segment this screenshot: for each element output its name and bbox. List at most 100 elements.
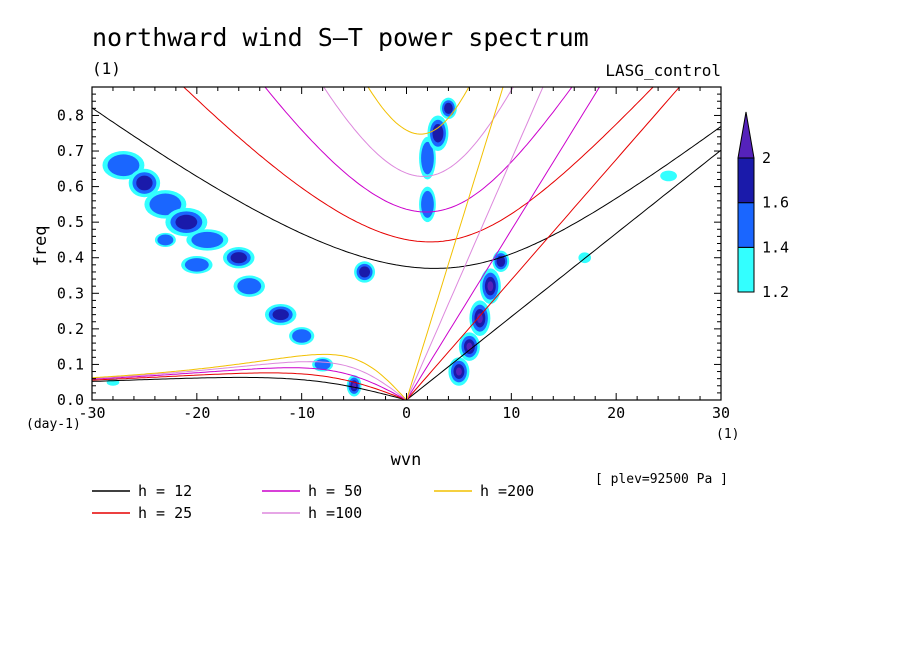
spectral-peak-21 [479, 268, 501, 304]
spectral-peak-24 [660, 170, 677, 182]
legend-label: h =200 [480, 482, 534, 500]
rossby-curve-h25 [92, 372, 407, 400]
spectral-peak-22 [492, 250, 510, 272]
y-tick-label: 0.7 [57, 142, 84, 160]
spectral-peak-24-level-0 [660, 170, 677, 182]
spectral-peak-14-level-1 [421, 141, 434, 175]
x-axis-label: wvn [391, 450, 422, 470]
spectral-peak-15 [419, 186, 436, 223]
y-tick-label: 0.6 [57, 178, 84, 196]
spectral-peak-6-level-1 [237, 278, 262, 295]
dispersion-h200 [92, 87, 504, 400]
legend-label: h = 25 [138, 504, 192, 522]
spectral-peak-7 [264, 303, 297, 326]
dispersion-h100 [92, 87, 544, 400]
spectral-peak-4 [186, 229, 229, 251]
spectral-peak-18 [448, 357, 470, 386]
subtitle-left: (1) [92, 59, 121, 78]
spectral-peak-5 [223, 247, 255, 269]
spectral-peak-15-level-1 [421, 190, 434, 218]
spectral-peak-3-level-2 [175, 214, 198, 230]
colorbar-segment-2 [737, 157, 755, 204]
legend-label: h = 50 [308, 482, 362, 500]
spectral-peak-0-level-1 [107, 154, 140, 177]
spectral-peak-1-level-2 [136, 175, 153, 191]
inertia-gravity-curve-h50 [264, 87, 573, 213]
plot-axes: -30 -20 -10 0 10 20 30 0.0 0.1 0.2 0.3 0.4 0.5 0.6 0.7… [57, 86, 730, 422]
chart-title: northward wind S–T power spectrum [92, 23, 589, 52]
spectral-peak-6 [233, 275, 265, 297]
colorbar-label: 2 [762, 149, 771, 167]
pressure-level-note: [ plev=92500 Pa ] [595, 472, 728, 487]
dispersion-h50 [92, 87, 601, 400]
rossby-curve-h100 [92, 361, 407, 400]
x-tick-label: 0 [402, 404, 411, 422]
dispersion-curves [92, 87, 721, 400]
spectral-peak-0 [102, 151, 145, 180]
rossby-curve-h50 [92, 367, 407, 400]
y-tick-label: 0.4 [57, 249, 84, 267]
rossby-curve-h200 [92, 353, 407, 400]
spectral-peak-11 [354, 261, 376, 283]
x-tick-label: 10 [502, 404, 520, 422]
y-axis-label: freq [31, 226, 51, 267]
inertia-gravity-curve-h200 [367, 87, 470, 135]
rossby-curve-h12 [92, 376, 407, 400]
spectral-peak-3 [165, 207, 208, 237]
spectral-peak-8-level-1 [292, 329, 312, 343]
curve-legend: h = 12 h = 25 h = 50 h =100 h =200 [92, 482, 534, 522]
kelvin-curve-h25 [406, 87, 681, 400]
kelvin-curve-h50 [406, 87, 601, 400]
colorbar-label: 1.2 [762, 283, 789, 301]
y-tick-label: 0.3 [57, 284, 84, 302]
colorbar: 1.2 1.4 1.6 2 [737, 111, 789, 301]
y-tick-label: 0.0 [57, 391, 84, 409]
spectral-peak-20 [469, 300, 491, 336]
spectral-peak-17 [440, 97, 457, 120]
legend-label: h = 12 [138, 482, 192, 500]
y-tick-label: 0.5 [57, 213, 84, 231]
spectral-peak-12-level-1 [184, 258, 209, 272]
x-tick-label: 30 [712, 404, 730, 422]
inertia-gravity-curve-h12 [92, 107, 721, 269]
spectral-peak-20-level-3 [476, 313, 483, 324]
spectral-peak-16-level-2 [432, 123, 444, 143]
spectral-power-shading [102, 97, 677, 397]
spectral-peak-8 [289, 327, 315, 345]
colorbar-label: 1.4 [762, 238, 789, 256]
spectral-peak-18-level-3 [455, 367, 462, 376]
legend-item-h25: h = 25 [92, 504, 192, 522]
dispersion-h25 [92, 87, 681, 400]
spectral-peak-4-level-1 [191, 231, 224, 249]
legend-item-h100: h =100 [262, 504, 362, 522]
colorbar-label: 1.6 [762, 194, 789, 212]
y-tick-label: 0.2 [57, 320, 84, 338]
spectral-peak-21-level-3 [487, 281, 494, 292]
legend-item-h12: h = 12 [92, 482, 192, 500]
colorbar-segment-0 [737, 246, 755, 293]
spectral-peak-12 [181, 255, 213, 274]
spectral-peak-5-level-2 [230, 252, 247, 264]
spectral-peak-13 [154, 232, 176, 248]
spectral-peak-13-level-1 [157, 234, 174, 246]
spectral-peak-17-level-2 [444, 102, 453, 114]
kelvin-curve-h12 [406, 149, 721, 400]
subtitle-right: LASG_control [605, 61, 721, 80]
x-tick-label: -30 [78, 404, 105, 422]
dispersion-h12 [92, 107, 721, 400]
y-tick-label: 0.8 [57, 106, 84, 124]
spectral-peak-9-level-1 [314, 359, 331, 370]
plot-frame [91, 86, 722, 401]
colorbar-segment-1 [737, 202, 755, 248]
spectral-peak-11-level-2 [359, 266, 371, 278]
inertia-gravity-curve-h25 [182, 87, 654, 243]
x-unit-label: (1) [716, 427, 739, 442]
y-unit-label: (day-1) [26, 417, 81, 432]
x-tick-label: -20 [183, 404, 210, 422]
y-tick-label: 0.1 [57, 355, 84, 373]
x-tick-label: 20 [607, 404, 625, 422]
spectral-peak-1 [128, 168, 161, 198]
legend-label: h =100 [308, 504, 362, 522]
inertia-gravity-curve-h100 [323, 87, 514, 177]
